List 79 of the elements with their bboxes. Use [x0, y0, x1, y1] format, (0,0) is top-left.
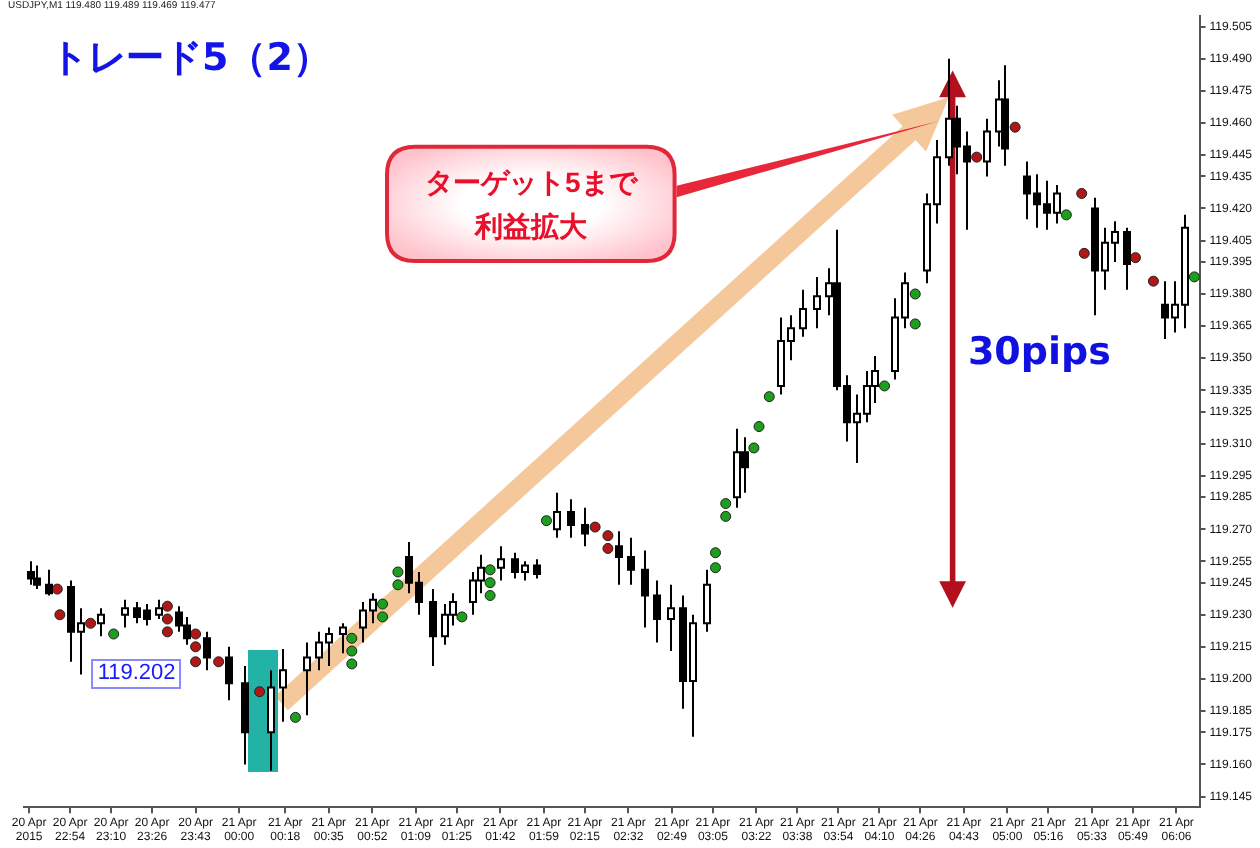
point — [709, 562, 721, 574]
text: トレード5（2） — [50, 34, 331, 84]
candlestick — [27, 560, 35, 586]
point — [190, 628, 202, 640]
point — [720, 498, 732, 510]
point — [254, 686, 266, 698]
candlestick — [121, 598, 129, 629]
point — [709, 547, 721, 559]
point — [602, 530, 614, 542]
candlestick — [733, 427, 741, 509]
point — [108, 628, 120, 640]
candlestick — [983, 117, 991, 178]
candlestick — [641, 549, 649, 629]
point — [484, 564, 496, 576]
candlestick — [703, 568, 711, 633]
candlestick — [225, 645, 233, 702]
point — [161, 600, 173, 612]
point — [589, 521, 601, 533]
candlestick — [615, 530, 623, 586]
point — [540, 515, 552, 527]
candlestick — [533, 558, 541, 580]
candlestick — [653, 579, 661, 644]
point — [1060, 209, 1072, 221]
candlestick — [497, 545, 505, 582]
point — [1009, 121, 1021, 133]
point — [377, 611, 389, 623]
candlestick — [97, 607, 105, 638]
candlestick — [279, 647, 287, 723]
candlestick — [667, 583, 675, 653]
point — [190, 641, 202, 653]
point — [392, 579, 404, 591]
candlestick — [553, 491, 561, 539]
candlestick — [799, 288, 807, 338]
candlestick — [339, 622, 347, 655]
point — [377, 598, 389, 610]
candlestick — [741, 436, 749, 494]
annotation: 119.202 — [91, 659, 182, 690]
point — [289, 711, 301, 723]
point — [909, 318, 921, 330]
candlestick — [33, 564, 41, 591]
candlestick — [813, 275, 821, 330]
candlestick — [581, 506, 589, 548]
point — [161, 626, 173, 638]
point — [602, 542, 614, 554]
candlestick — [267, 669, 275, 772]
point — [971, 151, 983, 163]
candlestick — [429, 588, 437, 668]
point — [748, 442, 760, 454]
point — [484, 577, 496, 589]
candlestick — [203, 630, 211, 672]
point — [456, 611, 468, 623]
candlestick — [627, 536, 635, 586]
point — [1078, 247, 1090, 259]
candlestick — [303, 641, 311, 717]
point — [85, 617, 97, 629]
point — [161, 613, 173, 625]
point — [346, 645, 358, 657]
candlestick — [945, 57, 953, 167]
point — [753, 421, 765, 433]
candlestick — [45, 568, 53, 597]
point — [346, 632, 358, 644]
point — [484, 590, 496, 601]
point — [1188, 271, 1200, 283]
point — [720, 510, 732, 522]
point — [1076, 187, 1088, 199]
point — [763, 391, 775, 403]
point — [909, 288, 921, 300]
annotation: ターゲット5まで利益拡大 — [422, 163, 640, 246]
candlestick — [567, 498, 575, 539]
point — [54, 609, 66, 621]
candlestick — [155, 598, 163, 621]
point — [1147, 275, 1159, 287]
candlestick — [1123, 226, 1131, 291]
point — [190, 656, 202, 668]
point — [392, 566, 404, 578]
point — [879, 380, 891, 392]
point — [213, 656, 225, 668]
point — [346, 658, 358, 670]
annotation: 30pips — [967, 329, 1111, 374]
